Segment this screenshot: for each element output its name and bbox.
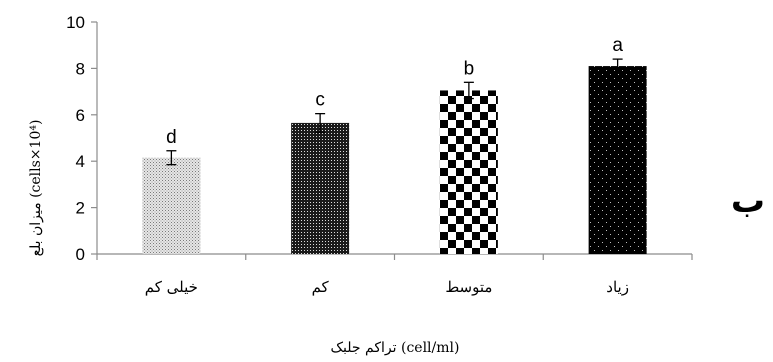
bar-4 bbox=[588, 66, 647, 254]
y-tick-label: 0 bbox=[76, 245, 85, 264]
y-tick-label: 2 bbox=[76, 199, 85, 218]
significance-letter-2: c bbox=[315, 90, 325, 111]
y-tick-label: 10 bbox=[66, 13, 85, 32]
x-axis-label: تراکم جلبک (cell/ml) bbox=[331, 340, 460, 356]
panel-label: ب bbox=[731, 181, 765, 221]
significance-letter-3: b bbox=[464, 58, 475, 79]
category-label-4: زیاد bbox=[606, 278, 629, 296]
bar-1 bbox=[142, 157, 201, 254]
category-label-2: کم bbox=[312, 278, 330, 296]
error-bar-1 bbox=[166, 150, 177, 166]
y-tick-label: 6 bbox=[76, 106, 85, 125]
bar-2 bbox=[291, 122, 350, 254]
category-label-3: متوسط bbox=[445, 278, 492, 296]
significance-letter-1: d bbox=[166, 127, 177, 148]
y-axis-label: میزان بلع (cells×10⁴) bbox=[28, 120, 44, 257]
significance-letter-4: a bbox=[612, 35, 623, 56]
y-tick-label: 4 bbox=[76, 152, 85, 171]
bar-3 bbox=[439, 90, 498, 254]
error-bar-2 bbox=[315, 112, 326, 133]
y-tick-label: 8 bbox=[76, 59, 85, 78]
error-bar-4 bbox=[612, 58, 623, 74]
category-label-1: خیلی کم bbox=[145, 278, 198, 296]
error-bar-3 bbox=[463, 81, 474, 100]
